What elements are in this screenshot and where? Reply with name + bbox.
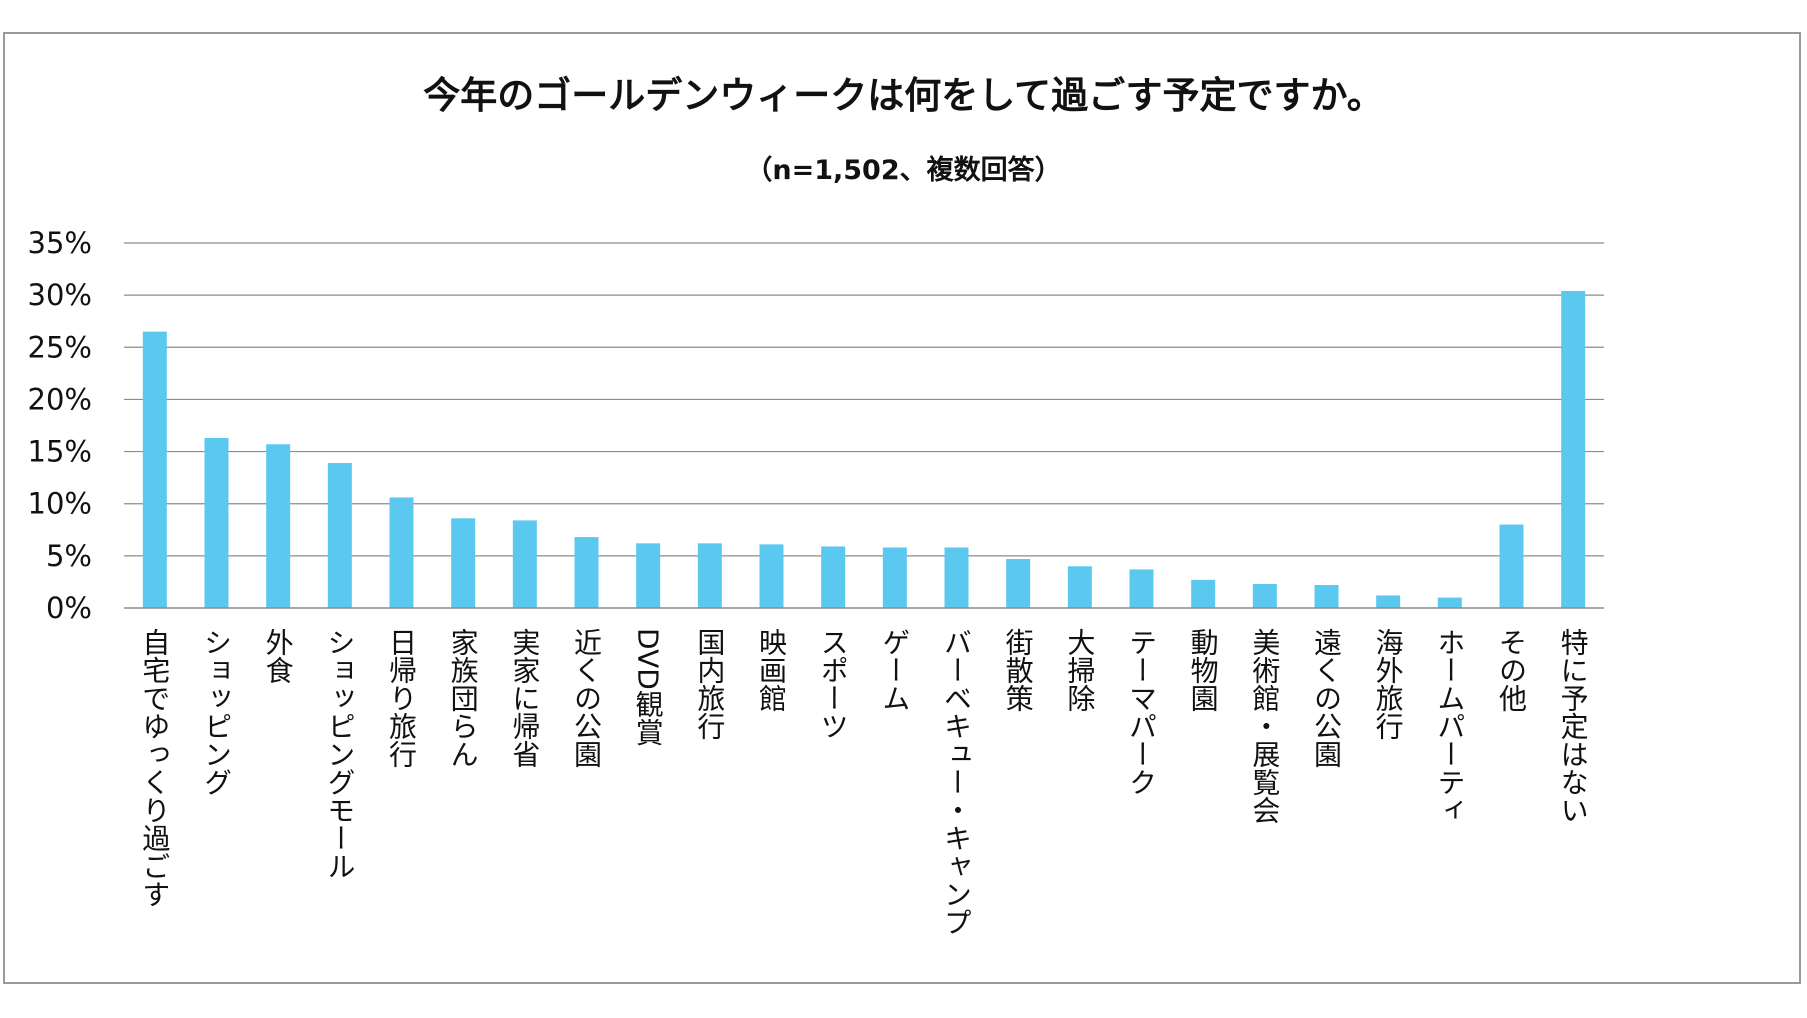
bar — [204, 438, 229, 608]
bar — [1006, 558, 1031, 608]
chart-title: 今年のゴールデンウィークは何をして過ごす予定ですか。 — [423, 74, 1384, 117]
y-tick-label: 15% — [28, 435, 92, 469]
bar — [574, 537, 599, 608]
bar — [636, 543, 661, 608]
x-category-label: 動物園 — [1187, 628, 1220, 712]
chart-subtitle: （n=1,502、複数回答） — [745, 155, 1062, 186]
x-category-label: 実家に帰省 — [508, 628, 541, 768]
bar — [451, 518, 476, 608]
bar — [512, 520, 537, 608]
y-tick-label: 0% — [46, 591, 92, 625]
x-category-label: 自宅でゆっくり過ごす — [138, 628, 171, 908]
bar — [944, 547, 969, 608]
x-category-label: ホームパーティ — [1433, 628, 1466, 824]
bar — [1129, 569, 1154, 608]
x-category-label: 大掃除 — [1063, 628, 1096, 712]
x-category-label: 国内旅行 — [693, 628, 726, 740]
bar — [389, 497, 414, 608]
x-category-label: ショッピング — [200, 628, 233, 796]
bar — [1561, 290, 1586, 608]
bar — [1067, 566, 1092, 608]
x-category-label: ゲーム — [878, 628, 911, 712]
bar — [142, 331, 167, 608]
x-category-label: スポーツ — [817, 628, 850, 740]
x-category-label: 外食 — [262, 628, 295, 684]
y-tick-label: 25% — [28, 330, 92, 364]
x-category-label: バーベキュー・キャンプ — [940, 628, 973, 936]
bar — [1376, 595, 1401, 608]
x-category-label: 街散策 — [1002, 628, 1035, 712]
x-category-label: 日帰り旅行 — [385, 628, 418, 768]
x-category-label: 近くの公園 — [570, 628, 603, 768]
x-category-label: 海外旅行 — [1372, 628, 1405, 740]
bar — [1191, 579, 1216, 608]
y-tick-label: 35% — [28, 226, 92, 260]
chart-frame — [3, 32, 1801, 984]
bar — [1499, 524, 1524, 608]
bar — [759, 544, 784, 608]
bar — [1314, 585, 1339, 608]
y-axis-tick-labels: 0% 5% 10% 15% 20% 25% 30% 35% — [28, 226, 92, 625]
x-category-label: ショッピングモール — [323, 628, 356, 880]
x-category-label: 映画館 — [755, 628, 788, 712]
y-tick-label: 5% — [46, 539, 92, 573]
x-category-label: その他 — [1495, 628, 1528, 712]
bar — [1252, 584, 1277, 608]
x-category-label: DVD観賞 — [632, 628, 665, 746]
y-tick-label: 10% — [28, 487, 92, 521]
bar — [697, 543, 722, 608]
bar — [1437, 597, 1462, 608]
bar — [882, 547, 907, 608]
x-axis-category-labels: 自宅でゆっくり過ごす ショッピング 外食 ショッピングモール 日帰り旅行 家族団らん 実家に… — [138, 628, 1589, 936]
y-tick-label: 30% — [28, 278, 92, 312]
x-category-label: 美術館・展覧会 — [1248, 628, 1281, 824]
bar — [821, 546, 846, 608]
x-category-label: 遠くの公園 — [1310, 628, 1343, 768]
x-category-label: 特に予定はない — [1557, 628, 1590, 824]
y-tick-label: 20% — [28, 382, 92, 416]
x-category-label: テーマパーク — [1125, 628, 1158, 796]
bars — [142, 290, 1586, 608]
gridlines — [124, 242, 1604, 557]
bar — [327, 463, 352, 608]
x-category-label: 家族団らん — [447, 628, 480, 768]
bar — [266, 444, 291, 608]
